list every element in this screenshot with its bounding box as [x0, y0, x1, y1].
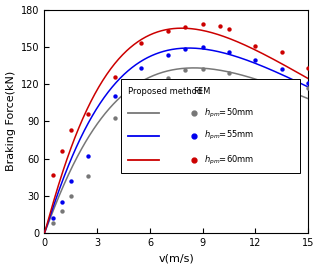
- Point: [279, 83, 284, 87]
- Point: [86, 112, 91, 116]
- Text: $h_{pm}$=60mm: $h_{pm}$=60mm: [204, 154, 254, 167]
- Point: [227, 71, 232, 75]
- Point: [51, 216, 56, 220]
- Point: [68, 194, 73, 198]
- Point: [50, 231, 54, 234]
- Point: [139, 41, 144, 45]
- Point: [200, 45, 205, 49]
- Point: [48, 231, 52, 234]
- Point: [86, 154, 91, 158]
- Point: [50, 231, 54, 234]
- Point: [183, 47, 188, 51]
- Point: [139, 91, 144, 95]
- Point: [112, 75, 117, 79]
- Point: [48, 231, 52, 234]
- Point: [50, 231, 54, 234]
- Point: [86, 174, 91, 178]
- Text: $h_{pm}$=50mm: $h_{pm}$=50mm: [204, 107, 254, 120]
- Y-axis label: Braking Force(kN): Braking Force(kN): [5, 71, 16, 171]
- Point: [112, 94, 117, 99]
- Text: Proposed method: Proposed method: [128, 87, 202, 95]
- Point: [253, 79, 258, 84]
- Point: [227, 27, 232, 31]
- Point: [306, 66, 311, 70]
- Point: [183, 25, 188, 29]
- Point: [200, 67, 205, 71]
- Point: [253, 43, 258, 48]
- Text: FEM: FEM: [194, 87, 211, 95]
- Bar: [121, 79, 300, 173]
- Point: [253, 58, 258, 63]
- Text: $h_{pm}$=55mm: $h_{pm}$=55mm: [204, 129, 254, 142]
- Point: [139, 66, 144, 70]
- Point: [218, 24, 223, 28]
- Point: [48, 231, 52, 234]
- Point: [183, 68, 188, 73]
- Point: [51, 221, 56, 225]
- Point: [306, 81, 311, 85]
- Point: [165, 76, 170, 80]
- X-axis label: v(m/s): v(m/s): [158, 253, 194, 263]
- Point: [165, 29, 170, 33]
- Point: [60, 149, 65, 153]
- Point: [279, 67, 284, 71]
- Point: [60, 208, 65, 213]
- Point: [200, 22, 205, 27]
- Point: [306, 86, 311, 90]
- Point: [279, 49, 284, 54]
- Point: [51, 172, 56, 177]
- Point: [112, 115, 117, 120]
- Point: [68, 128, 73, 132]
- Point: [227, 49, 232, 54]
- Point: [68, 179, 73, 183]
- Point: [60, 200, 65, 204]
- Point: [165, 53, 170, 58]
